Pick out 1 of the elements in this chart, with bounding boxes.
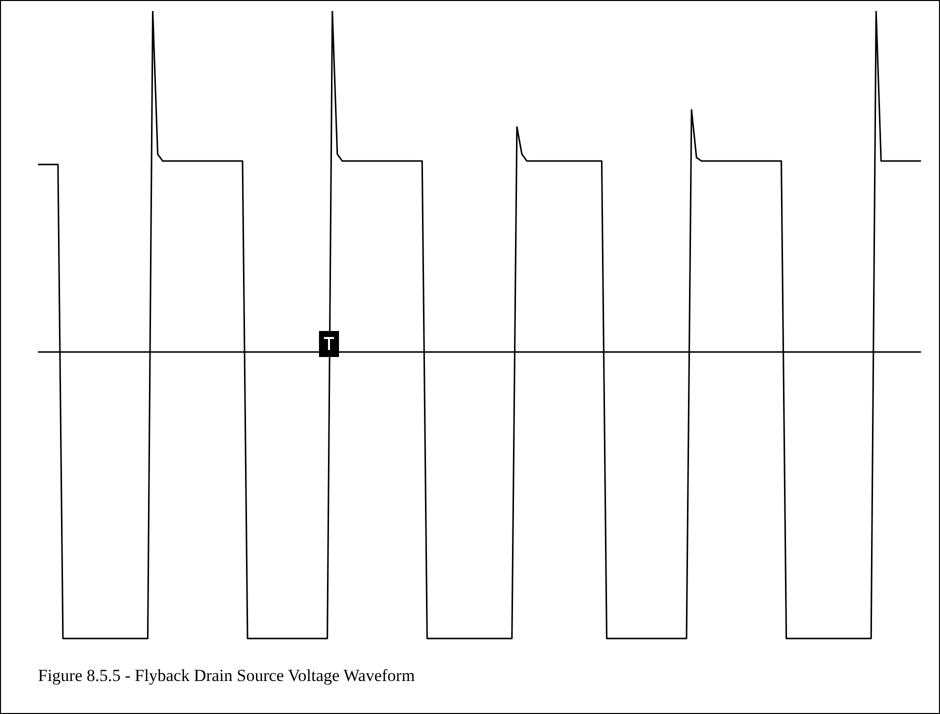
caption: Figure 8.5.5 - Flyback Drain Source Voltage Waveform bbox=[38, 666, 415, 686]
